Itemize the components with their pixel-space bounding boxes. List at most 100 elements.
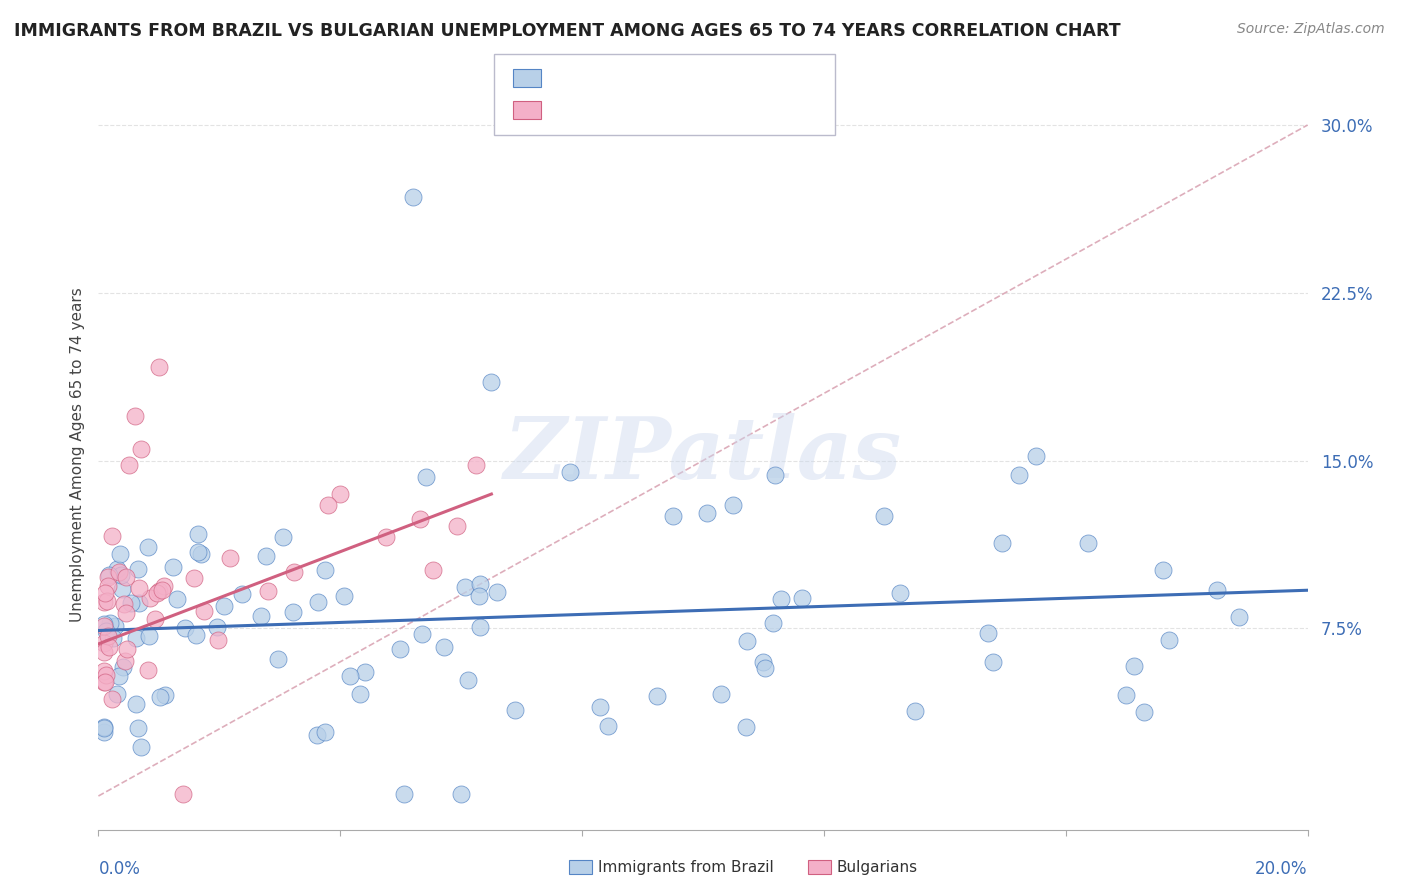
Point bbox=[145, 586, 167, 600]
Point bbox=[314, 725, 336, 739]
Point bbox=[97, 570, 120, 584]
Point bbox=[1206, 583, 1229, 598]
Point bbox=[1115, 689, 1137, 703]
Point bbox=[468, 577, 491, 591]
Point bbox=[129, 740, 152, 755]
Point bbox=[128, 596, 150, 610]
Text: R =  0.366: R = 0.366 bbox=[550, 101, 638, 119]
Point bbox=[402, 189, 425, 203]
Point bbox=[990, 535, 1012, 549]
Point bbox=[173, 621, 195, 635]
Point bbox=[977, 625, 1000, 640]
Point bbox=[754, 661, 776, 675]
Point bbox=[271, 530, 294, 544]
Point bbox=[465, 458, 488, 473]
Point bbox=[411, 627, 433, 641]
Point bbox=[661, 509, 683, 524]
Point bbox=[889, 585, 911, 599]
Point bbox=[184, 628, 207, 642]
Point bbox=[150, 582, 173, 597]
Point bbox=[374, 530, 396, 544]
Point bbox=[93, 675, 115, 690]
Point bbox=[415, 470, 437, 484]
Text: Source: ZipAtlas.com: Source: ZipAtlas.com bbox=[1237, 22, 1385, 37]
Point bbox=[105, 687, 128, 701]
Point bbox=[503, 703, 526, 717]
Point bbox=[97, 567, 120, 582]
Point bbox=[125, 698, 148, 712]
Point bbox=[558, 465, 581, 479]
Point bbox=[212, 599, 235, 613]
Point bbox=[1123, 658, 1146, 673]
Point bbox=[339, 668, 361, 682]
Point bbox=[110, 568, 132, 582]
Point bbox=[136, 663, 159, 677]
Text: R =  0.142: R = 0.142 bbox=[550, 69, 638, 87]
Point bbox=[127, 721, 149, 735]
Point bbox=[1024, 449, 1046, 463]
Point bbox=[101, 529, 124, 543]
Point bbox=[107, 669, 129, 683]
Point bbox=[187, 527, 209, 541]
Point bbox=[219, 551, 242, 566]
Point bbox=[118, 458, 141, 472]
Point bbox=[267, 652, 290, 666]
Point bbox=[93, 618, 115, 632]
Point bbox=[162, 560, 184, 574]
Point bbox=[450, 787, 472, 801]
Point bbox=[409, 512, 432, 526]
Point bbox=[120, 596, 142, 610]
Point bbox=[93, 616, 115, 631]
Point bbox=[97, 640, 120, 655]
Point bbox=[93, 721, 115, 735]
Point bbox=[307, 595, 329, 609]
Point bbox=[769, 591, 792, 606]
Point bbox=[97, 579, 120, 593]
Text: 0.0%: 0.0% bbox=[98, 860, 141, 878]
Point bbox=[332, 589, 354, 603]
Point bbox=[104, 619, 127, 633]
Point bbox=[873, 509, 896, 524]
Point bbox=[124, 409, 146, 423]
Point bbox=[101, 631, 124, 645]
Point bbox=[205, 620, 228, 634]
Point bbox=[190, 547, 212, 561]
Point bbox=[790, 591, 813, 605]
Point bbox=[100, 691, 122, 706]
Point bbox=[696, 507, 718, 521]
Point bbox=[187, 545, 209, 559]
Point bbox=[114, 655, 136, 669]
Point bbox=[166, 591, 188, 606]
Point bbox=[94, 586, 117, 600]
Point bbox=[115, 607, 138, 621]
Point bbox=[249, 608, 271, 623]
Point bbox=[143, 612, 166, 626]
Point bbox=[763, 468, 786, 483]
Point bbox=[93, 721, 115, 735]
Point bbox=[139, 591, 162, 605]
Point bbox=[283, 566, 305, 580]
Point bbox=[281, 605, 304, 619]
Point bbox=[1229, 609, 1251, 624]
Point bbox=[183, 571, 205, 585]
Point bbox=[904, 704, 927, 718]
Point bbox=[93, 645, 115, 659]
Point bbox=[172, 787, 194, 801]
Point bbox=[112, 597, 135, 611]
Y-axis label: Unemployment Among Ages 65 to 74 years: Unemployment Among Ages 65 to 74 years bbox=[69, 287, 84, 623]
Text: Immigrants from Brazil: Immigrants from Brazil bbox=[598, 860, 773, 874]
Point bbox=[354, 665, 377, 679]
Point bbox=[645, 689, 668, 703]
Point bbox=[307, 728, 329, 742]
Text: Bulgarians: Bulgarians bbox=[837, 860, 918, 874]
Point bbox=[97, 629, 120, 643]
Point bbox=[481, 376, 503, 390]
Text: IMMIGRANTS FROM BRAZIL VS BULGARIAN UNEMPLOYMENT AMONG AGES 65 TO 74 YEARS CORRE: IMMIGRANTS FROM BRAZIL VS BULGARIAN UNEM… bbox=[14, 22, 1121, 40]
Point bbox=[149, 690, 172, 704]
Point bbox=[136, 541, 159, 555]
Point bbox=[127, 562, 149, 576]
Point bbox=[422, 563, 444, 577]
Point bbox=[93, 724, 115, 739]
Point bbox=[193, 604, 215, 618]
Point bbox=[129, 442, 152, 457]
